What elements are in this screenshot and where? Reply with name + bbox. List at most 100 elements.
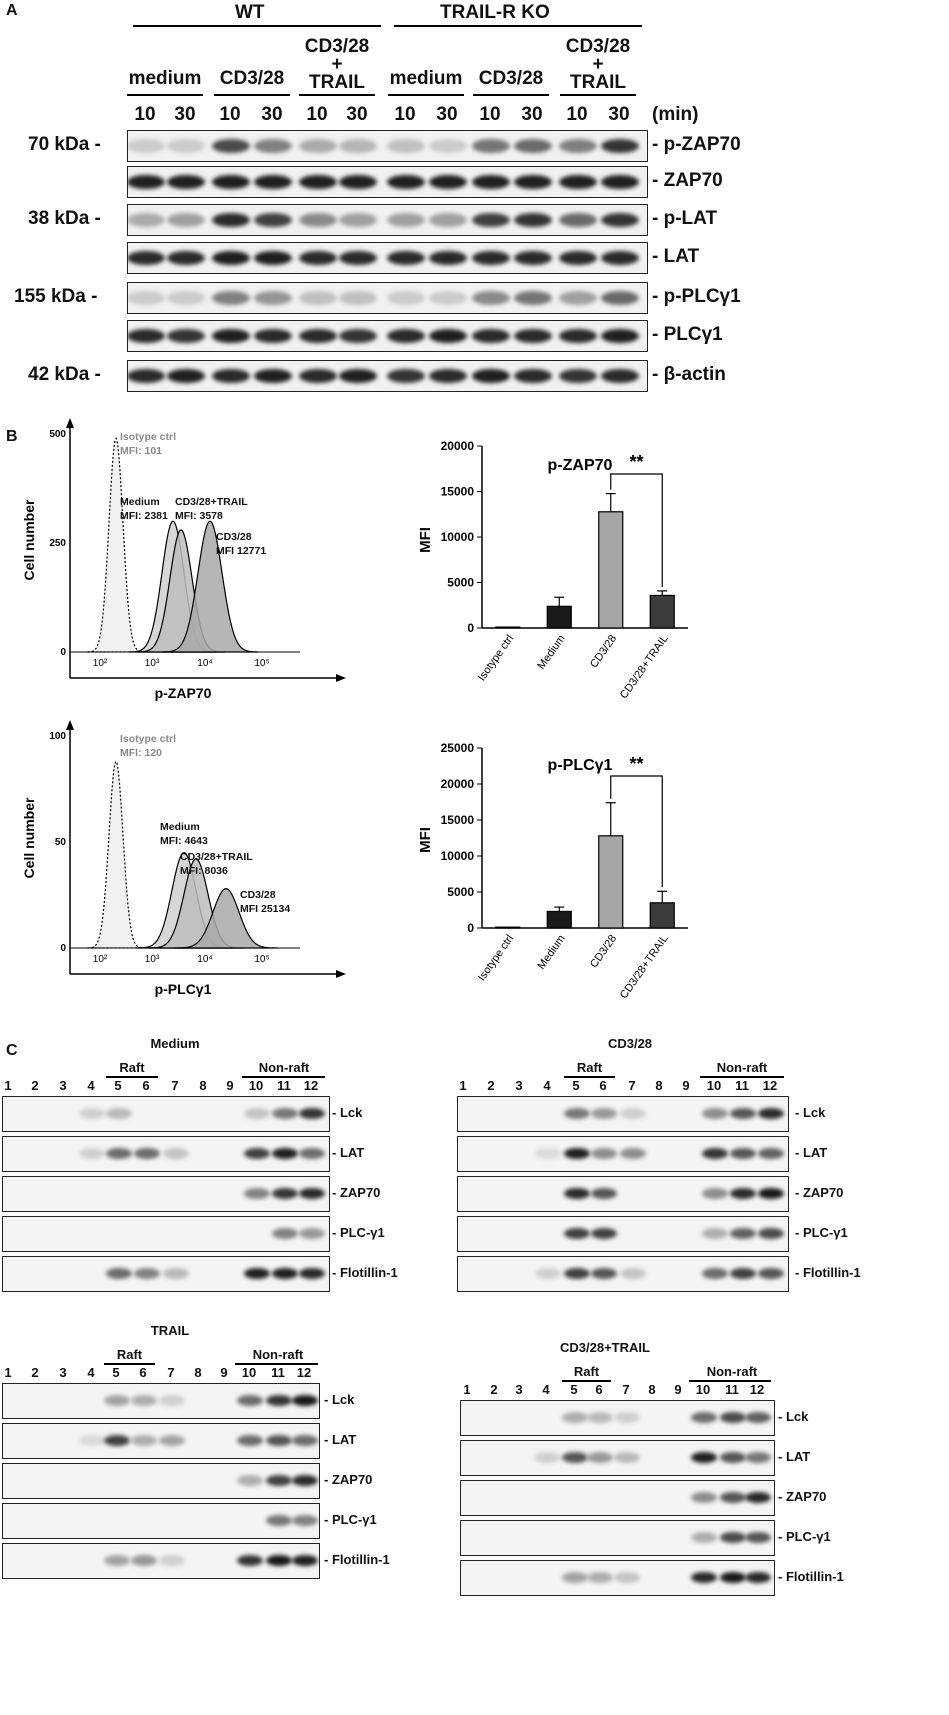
band bbox=[535, 1268, 561, 1279]
band bbox=[472, 329, 510, 343]
band bbox=[559, 175, 597, 189]
band bbox=[167, 369, 205, 383]
band bbox=[472, 291, 510, 305]
fraction-blot-row bbox=[2, 1216, 330, 1252]
raft-line bbox=[106, 1076, 158, 1078]
block-title: CD3/28+TRAIL bbox=[560, 1340, 650, 1355]
fraction-protein-label: - Flotillin-1 bbox=[778, 1569, 844, 1584]
band bbox=[702, 1108, 728, 1119]
y-tick-label: 15000 bbox=[441, 485, 475, 499]
band bbox=[601, 291, 639, 305]
band bbox=[472, 213, 510, 227]
time-label: 30 bbox=[436, 104, 458, 125]
fraction-protein-label: - ZAP70 bbox=[324, 1472, 373, 1487]
fraction-protein-label: - LAT bbox=[324, 1432, 357, 1447]
histogram-annotation: CD3/28+TRAIL bbox=[180, 851, 253, 863]
band bbox=[730, 1108, 756, 1119]
x-axis-label: p-ZAP70 bbox=[155, 685, 212, 701]
bar bbox=[546, 605, 572, 629]
fraction-label: 11 bbox=[735, 1078, 749, 1093]
band bbox=[159, 1435, 185, 1446]
band bbox=[212, 139, 250, 153]
band bbox=[562, 1452, 588, 1463]
raft-line bbox=[104, 1363, 155, 1365]
histogram-curve bbox=[87, 760, 145, 949]
band bbox=[720, 1532, 746, 1543]
blot-row-5 bbox=[127, 320, 648, 352]
band bbox=[691, 1572, 717, 1583]
band bbox=[620, 1268, 646, 1279]
band bbox=[429, 369, 467, 383]
fraction-label: 7 bbox=[171, 1078, 179, 1093]
fraction-protein-label: - LAT bbox=[332, 1145, 365, 1160]
blot-mw-label: 42 kDa - bbox=[28, 364, 101, 385]
fraction-protein-label: - Lck bbox=[332, 1105, 363, 1120]
band bbox=[212, 213, 250, 227]
band bbox=[79, 1148, 105, 1159]
bar bbox=[546, 910, 572, 929]
nonraft-line bbox=[242, 1076, 325, 1078]
band bbox=[720, 1572, 746, 1583]
raft-label: Raft bbox=[119, 1060, 145, 1075]
condition-line: CD3/28 bbox=[565, 36, 631, 57]
band bbox=[387, 329, 425, 343]
band bbox=[106, 1108, 132, 1119]
nonraft-line bbox=[689, 1380, 771, 1382]
fraction-protein-label: - ZAP70 bbox=[795, 1185, 844, 1200]
band bbox=[254, 369, 292, 383]
fraction-label: 8 bbox=[194, 1365, 202, 1380]
x-tick-label: 10² bbox=[93, 658, 108, 669]
fraction-label: 2 bbox=[490, 1382, 498, 1397]
fraction-protein-label: - LAT bbox=[795, 1145, 828, 1160]
band bbox=[564, 1228, 590, 1239]
band bbox=[128, 139, 165, 153]
band bbox=[745, 1532, 771, 1543]
band bbox=[614, 1572, 640, 1583]
fraction-protein-label: - Lck bbox=[795, 1105, 826, 1120]
band bbox=[429, 213, 467, 227]
chart-title: p-PLCγ1 bbox=[548, 757, 613, 774]
time-label: 30 bbox=[608, 104, 630, 125]
band bbox=[163, 1268, 189, 1279]
group-label-ko: TRAIL-R KO bbox=[440, 2, 550, 23]
band bbox=[601, 329, 639, 343]
raft-label: Raft bbox=[573, 1364, 600, 1379]
band bbox=[292, 1475, 318, 1486]
histogram-0: 0 250 500 10² 10³ 10⁴ 10⁵ p-ZAP70 Cell number Iso… bbox=[21, 418, 346, 701]
nonraft-label: Non-raft bbox=[252, 1347, 304, 1362]
histogram-annotation: MFI: 120 bbox=[120, 747, 162, 759]
band bbox=[299, 1148, 325, 1159]
band bbox=[266, 1555, 292, 1566]
band bbox=[429, 139, 467, 153]
band bbox=[601, 251, 639, 265]
block-title: CD3/28 bbox=[607, 1036, 653, 1051]
fraction-label: 9 bbox=[220, 1365, 228, 1380]
chart-title: p-ZAP70 bbox=[548, 457, 613, 474]
band bbox=[266, 1435, 292, 1446]
y-tick-label: 50 bbox=[55, 837, 67, 848]
blot-row-3 bbox=[127, 242, 648, 274]
condition-label: CD3/28 bbox=[466, 69, 556, 88]
fraction-label: 4 bbox=[87, 1365, 95, 1380]
band bbox=[104, 1395, 130, 1406]
histogram-curve bbox=[174, 887, 278, 949]
band bbox=[134, 1268, 160, 1279]
band bbox=[429, 329, 467, 343]
band bbox=[472, 139, 510, 153]
blot-protein-label: - p-ZAP70 bbox=[652, 134, 741, 155]
fraction-blot-row bbox=[2, 1503, 320, 1539]
fraction-label: 10 bbox=[695, 1382, 711, 1397]
condition-underline bbox=[127, 94, 203, 96]
condition-underline bbox=[473, 94, 549, 96]
group-line-wt bbox=[133, 25, 381, 27]
time-label: 30 bbox=[261, 104, 283, 125]
band bbox=[299, 1268, 325, 1279]
histogram-1: 0 50 100 10² 10³ 10⁴ 10⁵ p-PLCγ1 Cell number Isot… bbox=[21, 720, 346, 997]
fraction-label: 2 bbox=[487, 1078, 495, 1093]
time-label: 30 bbox=[174, 104, 196, 125]
y-tick-label: 10000 bbox=[441, 530, 475, 544]
band bbox=[730, 1228, 756, 1239]
block-title: TRAIL bbox=[150, 1323, 190, 1338]
raft-label: Raft bbox=[116, 1347, 143, 1362]
band bbox=[131, 1395, 157, 1406]
